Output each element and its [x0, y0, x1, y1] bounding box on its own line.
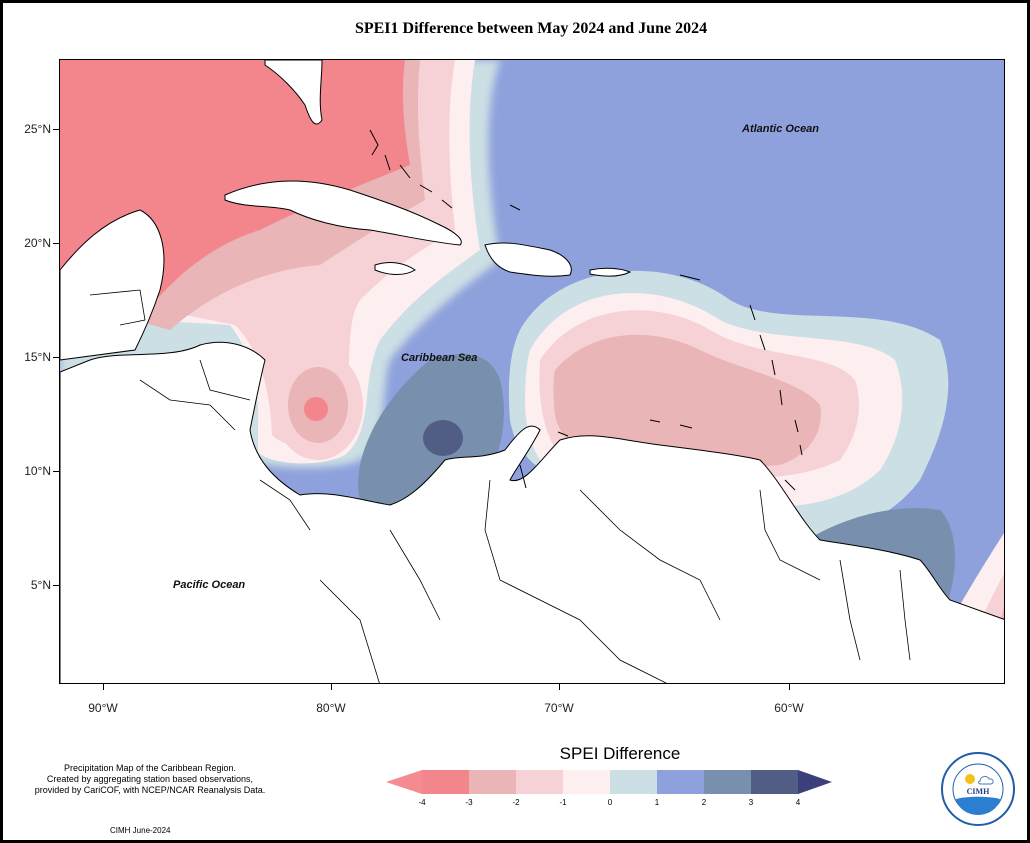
lat-tick	[53, 243, 59, 244]
lat-tick	[53, 585, 59, 586]
land-hispaniola	[484, 242, 572, 277]
land-puerto-rico	[589, 267, 632, 277]
country-borders	[89, 289, 911, 683]
small-islands	[369, 129, 803, 491]
lon-tick	[789, 684, 790, 690]
legend-tick-label: -3	[465, 798, 473, 807]
legend-bin	[469, 770, 517, 794]
legend-bin	[563, 770, 611, 794]
land-cuba	[224, 180, 462, 246]
legend-tick-label: 2	[701, 798, 707, 807]
credit-line: Created by aggregating station based obs…	[46, 774, 254, 784]
lat-label-5: 5°N	[30, 578, 51, 592]
map-credit: Precipitation Map of the Caribbean Regio…	[10, 763, 290, 796]
legend-tick-label: 0	[607, 798, 613, 807]
lon-tick	[331, 684, 332, 690]
lon-tick	[559, 684, 560, 690]
legend-tick-label: 4	[795, 798, 801, 807]
ocean-label-caribbean: Caribbean Sea	[401, 352, 478, 364]
ocean-label-atlantic: Atlantic Ocean	[742, 123, 820, 135]
legend-arrow-low	[386, 770, 422, 794]
legend-title: SPEI Difference	[559, 744, 681, 763]
field-pos-core-3	[423, 420, 463, 456]
lon-label-90: 90°W	[88, 701, 118, 715]
land-jamaica	[374, 262, 416, 275]
legend-tick-label: -1	[559, 798, 567, 807]
legend-colorbar	[386, 770, 832, 794]
legend-bin	[610, 770, 658, 794]
lon-label-60: 60°W	[774, 701, 804, 715]
ocean-label-pacific: Pacific Ocean	[173, 579, 246, 591]
legend-arrow-high	[798, 770, 832, 794]
legend-bin	[704, 770, 752, 794]
credit-line: Precipitation Map of the Caribbean Regio…	[63, 763, 237, 773]
lat-tick	[53, 357, 59, 358]
land-yucatan	[60, 209, 165, 361]
legend-bin	[751, 770, 799, 794]
spei-map: Atlantic Ocean Caribbean Sea Pacific Oce…	[59, 59, 1005, 684]
field-neg-core-center	[304, 397, 328, 421]
land-mainland	[60, 341, 1004, 683]
sun-icon	[965, 774, 975, 784]
legend-tick-label: 1	[654, 798, 660, 807]
legend-tick-label: 3	[748, 798, 754, 807]
cloud-icon	[978, 776, 994, 785]
legend-bin	[422, 770, 470, 794]
credit-date: CIMH June-2024	[110, 826, 171, 835]
land-masses	[60, 60, 1004, 683]
lon-label-80: 80°W	[316, 701, 346, 715]
water-icon	[956, 796, 1000, 815]
map-title: SPEI1 Difference between May 2024 and Ju…	[354, 20, 708, 37]
land-florida	[264, 60, 323, 125]
legend-tick-label: -2	[512, 798, 520, 807]
lat-label-25: 25°N	[24, 122, 51, 136]
credit-line: provided by CariCOF, with NCEP/NCAR Rean…	[34, 785, 266, 795]
legend-bin	[516, 770, 564, 794]
cimh-logo: CIMH	[941, 752, 1015, 826]
lat-label-15: 15°N	[24, 350, 51, 364]
lon-label-70: 70°W	[544, 701, 574, 715]
lat-tick	[53, 471, 59, 472]
lon-tick	[103, 684, 104, 690]
lat-tick	[53, 129, 59, 130]
legend-tick-label: -4	[418, 798, 426, 807]
logo-text: CIMH	[967, 787, 990, 796]
field-east-neg-2	[553, 334, 821, 468]
lat-label-20: 20°N	[24, 236, 51, 250]
map-canvas	[60, 60, 1004, 683]
lat-label-10: 10°N	[24, 464, 51, 478]
legend-bin	[657, 770, 705, 794]
